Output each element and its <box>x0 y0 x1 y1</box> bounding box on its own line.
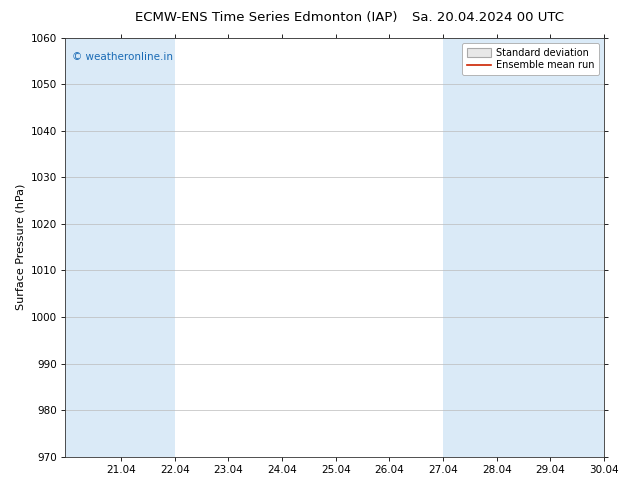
Text: Sa. 20.04.2024 00 UTC: Sa. 20.04.2024 00 UTC <box>412 11 564 24</box>
Text: © weatheronline.in: © weatheronline.in <box>72 52 172 62</box>
Bar <box>65 38 174 457</box>
Text: ECMW-ENS Time Series Edmonton (IAP): ECMW-ENS Time Series Edmonton (IAP) <box>135 11 398 24</box>
Bar <box>443 38 604 457</box>
Legend: Standard deviation, Ensemble mean run: Standard deviation, Ensemble mean run <box>462 43 599 75</box>
Y-axis label: Surface Pressure (hPa): Surface Pressure (hPa) <box>15 184 25 310</box>
